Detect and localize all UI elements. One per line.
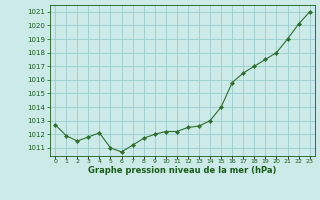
X-axis label: Graphe pression niveau de la mer (hPa): Graphe pression niveau de la mer (hPa) [88,166,276,175]
